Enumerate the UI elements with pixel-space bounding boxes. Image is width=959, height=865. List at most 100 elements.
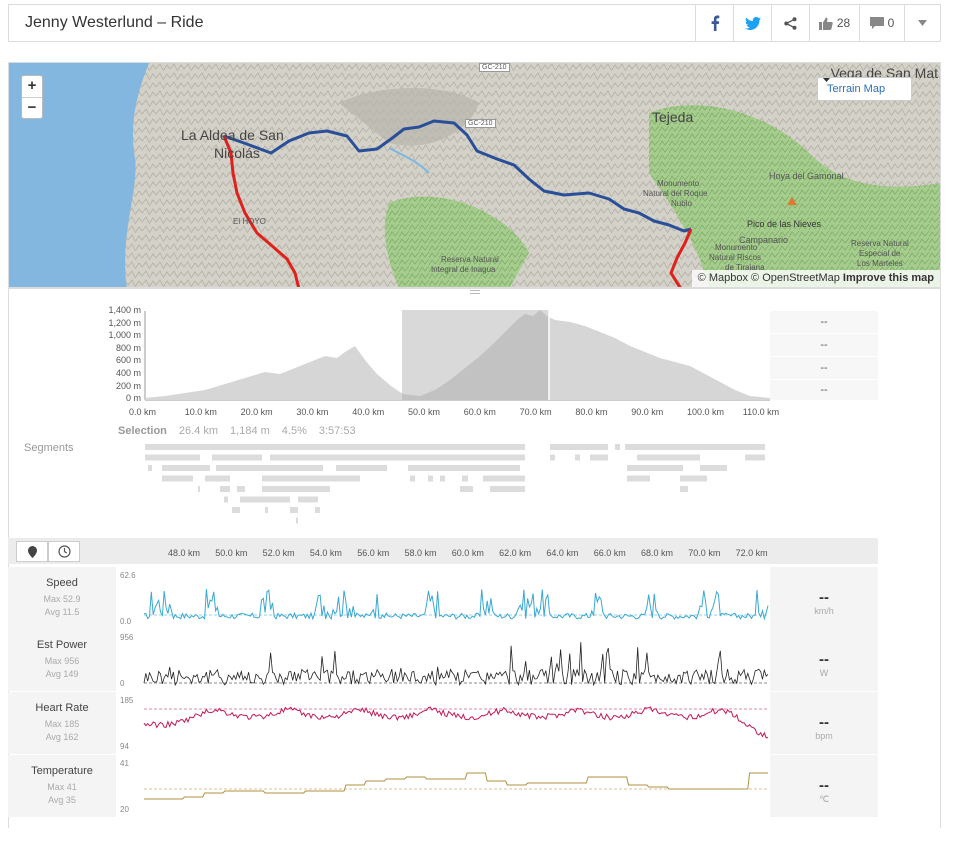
segment-bar[interactable] [440,475,445,482]
segment-bar[interactable] [410,475,415,482]
stream-name: Temperature [31,765,93,777]
stream-plot-0[interactable] [116,567,770,629]
segment-bar[interactable] [680,486,688,492]
map-label-riscos: Natural Riscos [709,253,762,262]
map-label-nicolas: Nicolás [214,145,260,161]
facebook-share-button[interactable] [695,5,733,41]
stream-line-chart[interactable] [116,629,770,691]
more-actions-button[interactable] [904,5,940,41]
segment-bar[interactable] [212,454,262,461]
segment-bar[interactable] [262,475,360,482]
stream-plot-3[interactable] [116,755,770,817]
stream-max: Max 956 [44,656,80,666]
stream-x-tick: 68.0 km [641,548,674,558]
segment-bar[interactable] [462,475,468,482]
zoom-out-button[interactable]: − [27,99,37,116]
stream-line-chart[interactable] [116,567,770,629]
segment-bar[interactable] [290,507,298,513]
stream-unit: W [819,668,829,678]
segment-bar[interactable] [216,465,323,471]
segment-bar[interactable] [627,465,683,471]
stream-line-chart[interactable] [116,755,770,817]
stream-name: Heart Rate [35,702,89,714]
comments-button[interactable]: 0 [859,5,904,41]
stream-label-3: Temperature Max 41 Avg 35 [8,755,116,817]
segment-bar[interactable] [296,517,298,524]
twitter-share-button[interactable] [733,5,771,41]
segment-bar[interactable] [483,475,525,482]
segment-bar[interactable] [490,486,525,492]
stream-x-tick: 54.0 km [309,548,342,558]
map-pin-icon [27,545,37,558]
segment-bar[interactable] [745,454,765,461]
route-map[interactable]: Vega de San Mat La Aldea de San Nicolás … [8,62,941,288]
segment-bar[interactable] [205,475,230,482]
segment-bar[interactable] [590,454,608,461]
segment-bar[interactable] [145,454,200,461]
stream-x-tick: 70.0 km [688,548,721,558]
segment-bar[interactable] [700,465,727,471]
stream-ymin: 0 [120,679,125,688]
segment-bar[interactable] [198,486,200,492]
segment-bar[interactable] [162,465,210,471]
elevation-chart[interactable] [0,300,959,720]
segment-bar[interactable] [575,454,580,461]
segment-bar[interactable] [408,465,520,471]
stream-plot-1[interactable] [116,629,770,691]
map-view-tab[interactable] [16,541,48,562]
segment-bar[interactable] [265,507,268,513]
stream-max: Max 185 [44,719,80,729]
share-button[interactable] [771,5,809,41]
segment-bar[interactable] [162,475,193,482]
segments-chart[interactable] [0,440,959,530]
segment-bar[interactable] [637,454,700,461]
map-resize-handle[interactable] [470,290,480,294]
segment-bar[interactable] [224,496,228,503]
stream-value-2: -- bpm [770,692,878,754]
terrain-map-canvas[interactable] [9,63,941,288]
stream-line-chart[interactable] [116,692,770,754]
segment-bar[interactable] [550,444,608,450]
segment-bar[interactable] [680,475,707,482]
selection-distance: 26.4 km [178,425,219,437]
route-segment-blue [223,119,692,233]
comment-icon [869,17,884,29]
stream-current-value: -- [819,589,829,606]
segment-bar[interactable] [148,465,152,471]
stream-x-tick: 64.0 km [546,548,579,558]
segment-bar[interactable] [627,475,650,482]
segment-bar[interactable] [240,496,290,503]
segment-bar[interactable] [315,507,320,513]
segment-bar[interactable] [237,486,245,492]
time-view-tab[interactable] [48,541,80,562]
share-icon [784,16,797,30]
stream-plot-2[interactable] [116,692,770,754]
mapbox-link[interactable]: © Mapbox [697,272,748,284]
segment-bar[interactable] [262,486,330,492]
stream-avg: Avg 162 [45,732,79,742]
stream-x-tick: 48.0 km [168,548,201,558]
segment-bar[interactable] [625,444,765,450]
header-actions: 28 0 [695,5,940,41]
elevation-y-tick: 1,200 m [108,317,141,328]
segment-bar[interactable] [550,454,555,461]
elevation-y-tick: 1,400 m [108,305,141,315]
stream-ymin: 20 [120,805,129,814]
elevation-x-tick: 110.0 km [742,407,780,417]
segment-bar[interactable] [460,486,473,492]
segment-bar[interactable] [270,454,525,461]
segment-bar[interactable] [428,475,433,482]
comment-count: 0 [887,16,895,30]
kudos-button[interactable]: 28 [809,5,859,41]
improve-map-link[interactable]: Improve this map [842,272,934,284]
zoom-in-button[interactable]: + [22,76,42,98]
segment-bar[interactable] [615,444,620,450]
segment-bar[interactable] [232,507,240,513]
elevation-y-tick: 400 m [115,368,141,378]
osm-link[interactable]: © OpenStreetMap [751,272,840,284]
segment-bar[interactable] [298,496,318,503]
segment-bar[interactable] [145,444,525,450]
map-type-dropdown[interactable]: Terrain Map [817,77,912,101]
segment-bar[interactable] [336,465,387,471]
segment-bar[interactable] [220,486,230,492]
